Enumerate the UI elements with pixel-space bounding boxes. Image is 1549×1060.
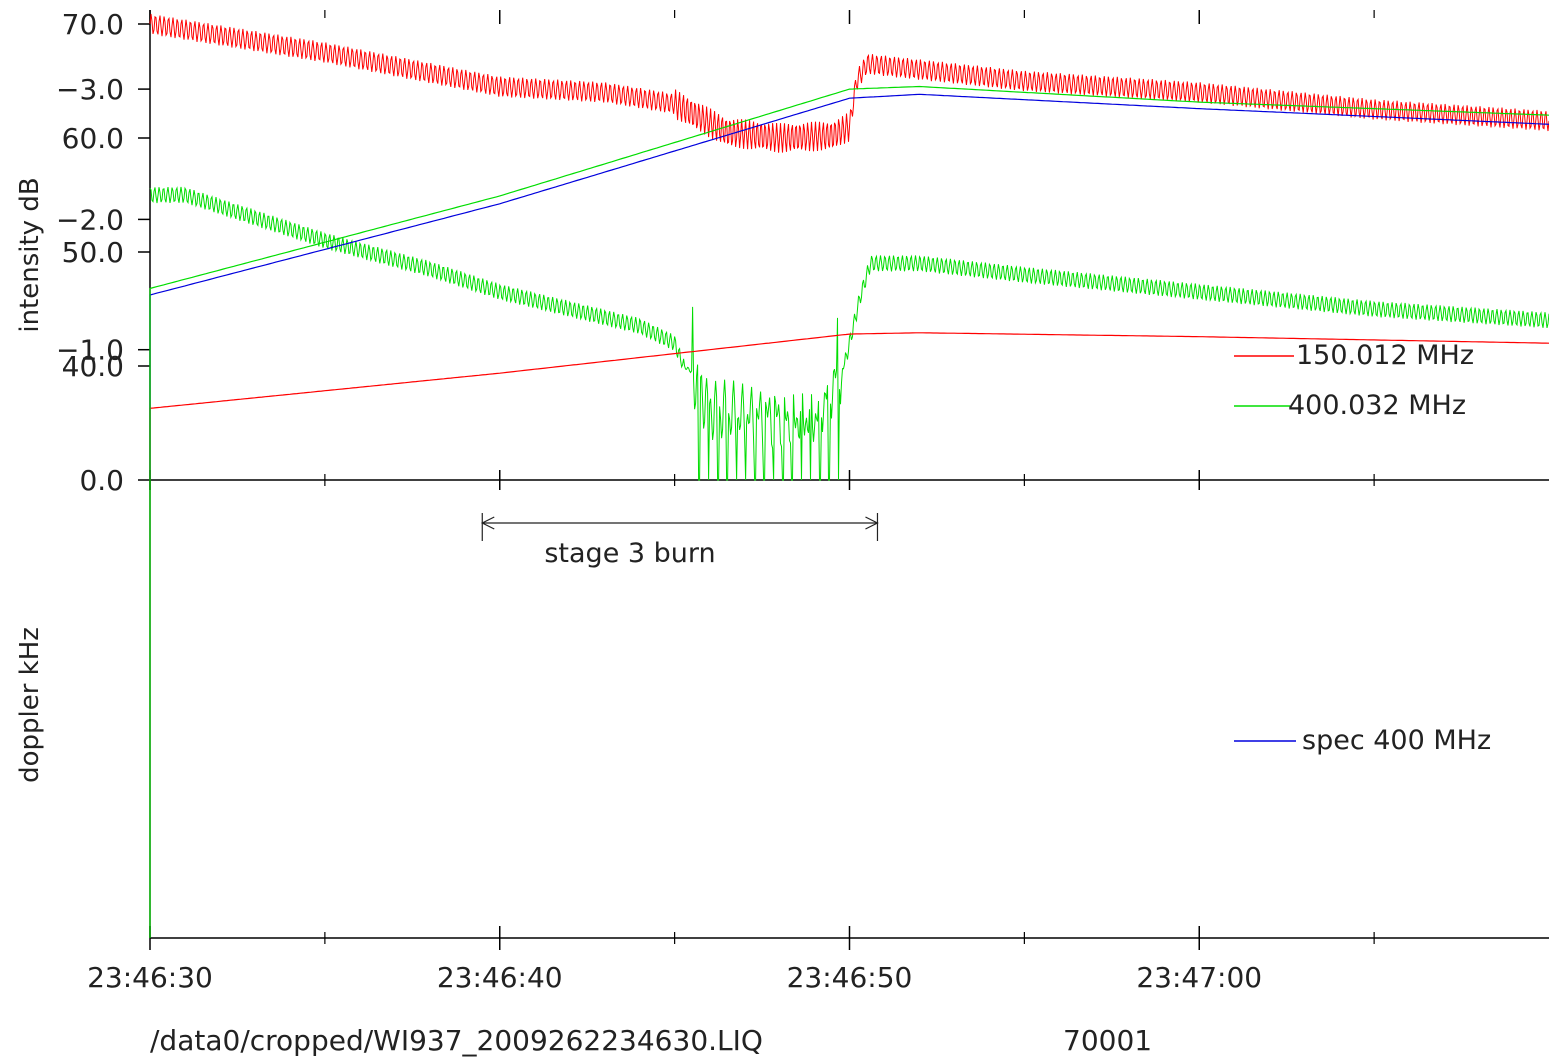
y-tick-label: 60.0 (62, 122, 124, 155)
bottom-panel-ylabel: doppler kHz (15, 627, 45, 783)
legend-label-150: 150.012 MHz (1296, 340, 1474, 371)
x-tick-label: 23:46:30 (87, 961, 213, 994)
top-legend: 150.012 MHz 400.032 MHz (1234, 340, 1474, 421)
annotation-arrow-right (865, 516, 879, 530)
series-line (149, 85, 1549, 938)
annotation-label: stage 3 burn (544, 538, 715, 569)
bottom-panel-series (149, 85, 1549, 938)
series-line (149, 13, 1549, 153)
series-line (149, 186, 1549, 481)
series-line (149, 93, 1549, 480)
bottom-legend: spec 400 MHz (1234, 725, 1491, 756)
top-panel-series (149, 13, 1549, 481)
footer-code: 70001 (1063, 1024, 1152, 1057)
top-panel-y-ticks: 70.0 60.0 50.0 40.0 0.0 (62, 8, 150, 497)
y-tick-label: 70.0 (62, 8, 124, 41)
y-tick-label: 0.0 (79, 464, 124, 497)
stage-annotation: stage 3 burn (480, 513, 879, 569)
series-line (149, 332, 1549, 480)
x-tick-label: 23:47:00 (1136, 961, 1262, 994)
bottom-panel-y-ticks: −1.0 −2.0 −3.0 (56, 73, 150, 367)
x-tick-label: 23:46:50 (787, 961, 913, 994)
legend-label-400: 400.032 MHz (1288, 390, 1466, 421)
y-tick-label: 50.0 (62, 236, 124, 269)
y-tick-label: 40.0 (62, 350, 124, 383)
legend-label-spec: spec 400 MHz (1302, 725, 1491, 756)
y-tick-label: −1.0 (56, 334, 124, 367)
x-axis-ticks: 23:46:30 23:46:40 23:46:50 23:47:00 (87, 10, 1375, 994)
footer-path: /data0/cropped/WI937_2009262234630.LIQ (150, 1024, 763, 1057)
annotation-arrow-left (480, 516, 495, 530)
y-tick-label: −2.0 (56, 203, 124, 236)
top-panel-ylabel: intensity dB (15, 177, 45, 332)
x-tick-label: 23:46:40 (437, 961, 563, 994)
y-tick-label: −3.0 (56, 73, 124, 106)
